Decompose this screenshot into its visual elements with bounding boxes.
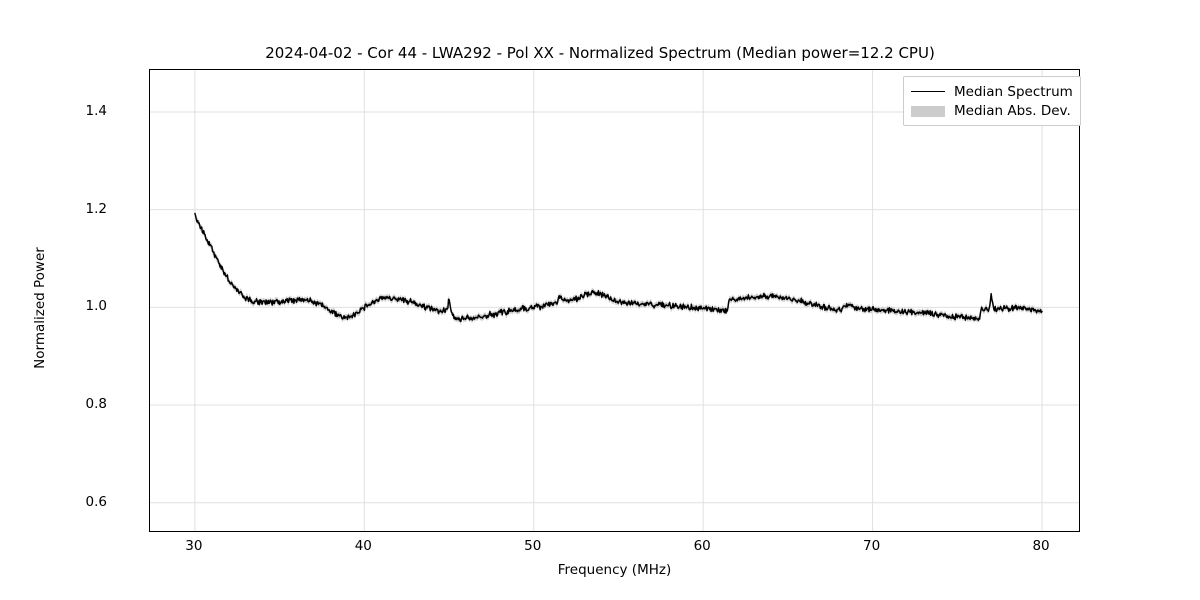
median-spectrum-line bbox=[194, 212, 1043, 323]
x-tick-label: 80 bbox=[1032, 538, 1050, 554]
x-tick-label: 50 bbox=[524, 538, 542, 554]
legend-line-swatch-icon bbox=[911, 85, 945, 99]
grid-lines bbox=[150, 70, 1079, 531]
y-tick-label: 1.0 bbox=[85, 298, 107, 315]
y-tick-label: 1.2 bbox=[85, 200, 107, 217]
legend-entry-median-spectrum: Median Spectrum bbox=[911, 82, 1073, 101]
chart-legend: Median Spectrum Median Abs. Dev. bbox=[903, 76, 1081, 126]
x-axis-label: Frequency (MHz) bbox=[557, 562, 672, 578]
y-tick-label: 0.8 bbox=[85, 396, 107, 413]
y-axis-label: Normalized Power bbox=[32, 247, 48, 369]
plot-svg bbox=[150, 70, 1079, 531]
x-tick-label: 60 bbox=[693, 538, 711, 554]
x-tick-label: 70 bbox=[863, 538, 881, 554]
y-tick-label: 1.4 bbox=[85, 103, 107, 119]
plot-area bbox=[149, 69, 1080, 532]
chart-title: 2024-04-02 - Cor 44 - LWA292 - Pol XX - … bbox=[265, 44, 935, 62]
legend-label-median-abs-dev: Median Abs. Dev. bbox=[954, 102, 1071, 119]
legend-entry-median-abs-dev: Median Abs. Dev. bbox=[911, 101, 1073, 120]
y-tick-label: 0.6 bbox=[85, 493, 107, 510]
x-tick-label: 40 bbox=[354, 538, 372, 554]
legend-patch-swatch-icon bbox=[911, 106, 945, 117]
x-tick-label: 30 bbox=[185, 538, 203, 554]
legend-label-median-spectrum: Median Spectrum bbox=[954, 83, 1073, 100]
